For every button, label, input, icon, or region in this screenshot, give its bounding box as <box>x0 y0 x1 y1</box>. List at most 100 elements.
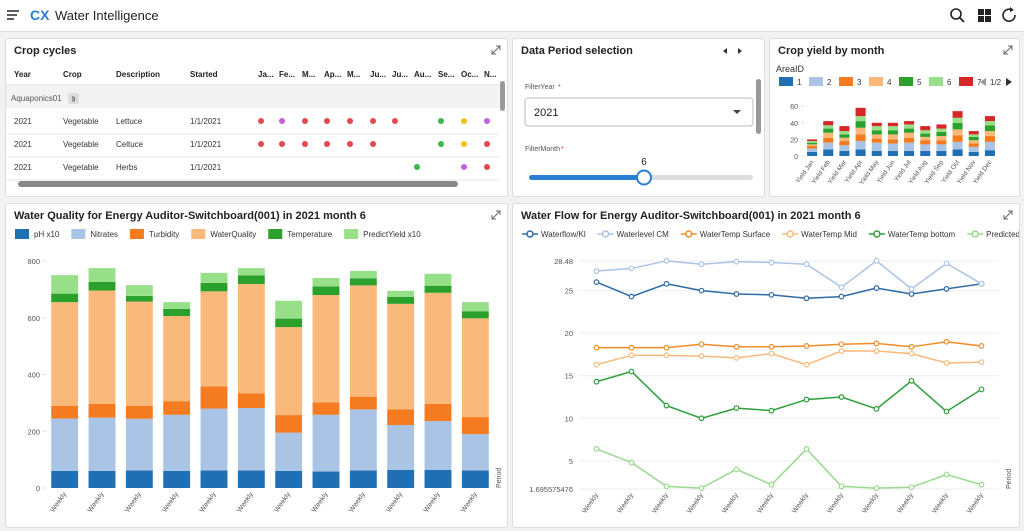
bar-segment <box>51 405 79 419</box>
year-value: 2021 <box>534 107 558 119</box>
x-tick-label: Weekly <box>966 492 985 515</box>
status-dot <box>484 164 490 170</box>
x-tick-label: Weekly <box>49 491 68 514</box>
crop-cycles-panel: Crop cycles Year Crop Description Started Ja… <box>5 38 508 197</box>
prev-arrow[interactable] <box>723 48 727 54</box>
column-header: Fe... <box>279 70 295 79</box>
point <box>768 350 775 357</box>
bar-segment <box>952 111 963 118</box>
group-row <box>6 86 499 108</box>
year-dropdown[interactable] <box>524 97 754 127</box>
bar-segment <box>51 302 79 406</box>
legend-label: 5 <box>917 78 922 87</box>
bar-segment <box>823 149 834 156</box>
y-tick-label: 10 <box>565 414 573 423</box>
slider-handle[interactable] <box>636 169 652 186</box>
status-dot <box>370 141 376 147</box>
y-tick-label: 1.695575476 <box>529 485 573 494</box>
x-tick-label: Weekly <box>423 491 442 514</box>
legend-next <box>1006 78 1012 86</box>
expand-icon[interactable] <box>491 210 501 220</box>
point <box>908 484 915 491</box>
point <box>873 406 880 412</box>
layout-icon[interactable] <box>978 9 991 22</box>
bar-segment <box>871 138 882 143</box>
cell: Vegetable <box>63 117 99 126</box>
status-dot <box>324 141 330 147</box>
point <box>943 260 950 267</box>
status-dot <box>461 118 467 124</box>
point <box>803 396 810 403</box>
point <box>978 343 985 349</box>
bar-segment <box>807 144 818 147</box>
status-dot <box>279 141 285 147</box>
point <box>838 483 845 490</box>
status-dot <box>438 118 444 124</box>
status-dot <box>484 141 490 147</box>
series-line <box>596 370 982 420</box>
legend-swatch <box>899 77 913 86</box>
bar-segment <box>936 128 947 132</box>
legend-label: Predicted yield <box>986 230 1019 239</box>
bar-segment <box>807 146 818 149</box>
point <box>628 368 635 375</box>
x-tick-label: Weekly <box>686 492 705 515</box>
search-icon[interactable] <box>950 8 965 23</box>
expand-icon[interactable] <box>1003 45 1013 55</box>
point <box>838 394 845 400</box>
point <box>803 295 810 302</box>
bar-segment <box>887 143 898 152</box>
expand-icon[interactable] <box>491 45 501 55</box>
point <box>698 415 705 422</box>
chart: Waterflow/Kl Waterlevel CM WaterTemp Surfa… <box>522 230 1019 515</box>
bar-segment <box>855 116 866 122</box>
crop-yield-panel: Crop yield by month AreaID 1 2 3 4 5 6 7 1/2 0 20 4… <box>769 38 1020 197</box>
bar-segment <box>51 418 79 471</box>
point <box>838 293 845 300</box>
column-header: Au... <box>414 70 431 79</box>
x-tick-label: Weekly <box>581 492 600 515</box>
bar-segment <box>237 283 265 394</box>
bar-segment <box>387 296 415 304</box>
bar-segment <box>887 139 898 144</box>
bar-segment <box>984 136 995 142</box>
field-label: FilterMonth <box>525 146 560 153</box>
legend-label: 4 <box>887 78 892 87</box>
point <box>628 344 635 351</box>
bar-segment <box>823 125 834 129</box>
next-arrow[interactable] <box>738 48 742 54</box>
bar-segment <box>984 121 995 126</box>
bar-segment <box>887 134 898 140</box>
bar-segment <box>936 136 947 141</box>
y-tick-label: 20 <box>565 329 573 338</box>
bar-segment <box>936 151 947 156</box>
legend-label: 2 <box>827 78 832 87</box>
status-dot <box>302 141 308 147</box>
bar-segment <box>88 268 116 282</box>
x-tick-label: Weekly <box>861 492 880 515</box>
bar-segment <box>904 128 915 133</box>
bar-segment <box>952 117 963 123</box>
bar-segment <box>968 134 979 137</box>
bar-segment <box>88 470 116 488</box>
point <box>593 279 600 286</box>
bar-segment <box>968 143 979 147</box>
column-header: Se... <box>438 70 454 79</box>
legend-label: 7 <box>977 78 982 87</box>
bar-segment <box>312 414 340 472</box>
table: Year Crop Description Started Ja... Fe... M...… <box>6 70 505 187</box>
bar-segment <box>904 132 915 138</box>
bar-segment <box>920 144 931 152</box>
point <box>838 284 845 291</box>
legend-swatch <box>15 229 29 239</box>
bar-segment <box>823 121 834 126</box>
point <box>733 291 740 297</box>
column-header: Oc... <box>461 70 478 79</box>
expand-icon[interactable] <box>1003 210 1013 220</box>
legend-swatch <box>869 77 883 86</box>
refresh-icon[interactable] <box>1002 7 1016 22</box>
bar-segment <box>823 132 834 138</box>
menu-icon[interactable] <box>7 10 19 20</box>
point <box>978 481 985 488</box>
